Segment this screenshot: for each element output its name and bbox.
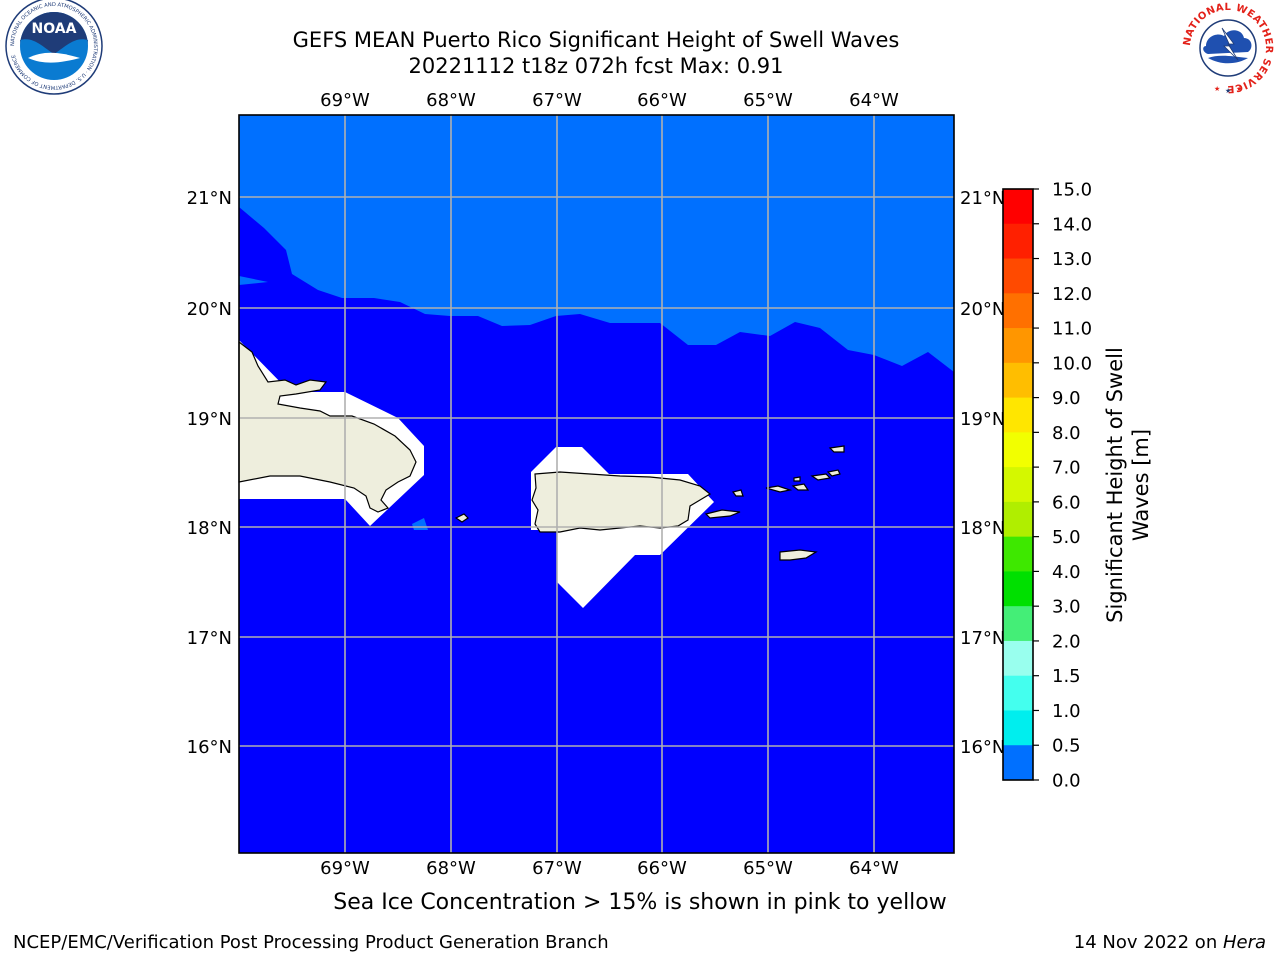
colorbar-tick-label: 9.0 — [1052, 388, 1081, 409]
lon-label-top: 67°W — [532, 90, 582, 111]
lat-label-left: 17°N — [187, 628, 232, 649]
lat-label-left: 20°N — [187, 299, 232, 320]
land-hispaniola — [238, 340, 417, 513]
chart-subtitle: 20221112 t18z 072h fcst Max: 0.91 — [408, 54, 784, 78]
colorbar-label-line1: Significant Height of Swell — [1103, 347, 1127, 623]
land-st-thomas — [765, 485, 793, 493]
colorbar-tick-label: 1.5 — [1052, 666, 1081, 687]
land-virgin-gorda — [826, 469, 841, 477]
lon-label-bottom: 64°W — [849, 858, 899, 879]
swell-band-0p5-1p0-sliver — [239, 276, 268, 285]
land-vieques — [704, 509, 741, 519]
lon-label-top: 66°W — [637, 90, 687, 111]
colorbar-band — [1003, 328, 1033, 364]
colorbar-band — [1003, 536, 1033, 572]
colorbar-band — [1003, 571, 1033, 607]
colorbar-band — [1003, 745, 1033, 781]
land-anegada — [828, 445, 845, 453]
lat-label-right: 19°N — [960, 409, 1005, 430]
sea-ice-note: Sea Ice Concentration > 15% is shown in … — [333, 890, 947, 915]
colorbar-band — [1003, 258, 1033, 294]
lat-label-left: 18°N — [187, 518, 232, 539]
land-puerto-rico — [531, 471, 712, 533]
lon-label-top: 65°W — [743, 90, 793, 111]
svg-text:★: ★ — [1236, 85, 1242, 93]
lon-label-bottom: 68°W — [426, 858, 476, 879]
colorbar-tick-label: 3.0 — [1052, 597, 1081, 618]
colorbar-band — [1003, 397, 1033, 433]
colorbar-tick-label: 7.0 — [1052, 458, 1081, 479]
land-st-john — [791, 483, 810, 491]
lon-labels-bottom: 69°W 68°W 67°W 66°W 65°W 64°W — [320, 858, 899, 879]
lon-label-bottom: 67°W — [532, 858, 582, 879]
footer-machine: Hera — [1222, 932, 1266, 953]
lat-label-left: 16°N — [187, 737, 232, 758]
land-culebra — [731, 489, 744, 497]
colorbar-band — [1003, 223, 1033, 260]
colorbar-tick-label: 0.5 — [1052, 736, 1081, 757]
colorbar-band — [1003, 606, 1033, 642]
colorbar-tick-label: 12.0 — [1052, 284, 1092, 305]
lon-label-top: 69°W — [320, 90, 370, 111]
lon-label-bottom: 65°W — [743, 858, 793, 879]
lat-label-left: 21°N — [187, 188, 232, 209]
colorbar-band — [1003, 432, 1033, 468]
lat-label-left: 19°N — [187, 409, 232, 430]
land-mona-island — [454, 513, 469, 523]
land-small-cay — [793, 476, 801, 482]
lon-label-bottom: 66°W — [637, 858, 687, 879]
colorbar-tick-label: 15.0 — [1052, 180, 1092, 201]
lat-labels-right: 21°N 20°N 19°N 18°N 17°N 16°N — [960, 188, 1005, 758]
footer-producer: NCEP/EMC/Verification Post Processing Pr… — [13, 932, 609, 953]
lat-label-right: 17°N — [960, 628, 1005, 649]
colorbar-band — [1003, 293, 1033, 329]
colorbar-tick-label: 11.0 — [1052, 319, 1092, 340]
colorbar-tick-label: 1.0 — [1052, 701, 1081, 722]
colorbar-tick-label: 14.0 — [1052, 214, 1092, 235]
lat-label-right: 16°N — [960, 737, 1005, 758]
lat-label-right: 20°N — [960, 299, 1005, 320]
colorbar-tick-label: 10.0 — [1052, 353, 1092, 374]
map-frame — [238, 114, 955, 854]
lon-label-top: 68°W — [426, 90, 476, 111]
footer-date: 14 Nov 2022 on Hera — [1074, 932, 1266, 953]
colorbar: 15.0 14.0 13.0 12.0 11.0 10.0 9.0 8.0 7.0 6.0 5.0 4… — [1002, 180, 1092, 792]
lat-labels-left: 21°N 20°N 19°N 18°N 17°N 16°N — [187, 188, 232, 758]
footer-date-text: 14 Nov 2022 on — [1073, 932, 1223, 953]
noaa-logo: NATIONAL OCEANIC AND ATMOSPHERIC ADMINIS… — [5, 0, 103, 95]
lat-label-right: 18°N — [960, 518, 1005, 539]
colorbar-band — [1003, 640, 1033, 677]
colorbar-frame — [1002, 188, 1034, 781]
chart-title: GEFS MEAN Puerto Rico Significant Height… — [292, 28, 900, 52]
land — [238, 340, 845, 561]
gridlines — [239, 115, 954, 853]
svg-text:★: ★ — [1225, 87, 1231, 95]
lat-label-right: 21°N — [960, 188, 1005, 209]
svg-text:★: ★ — [1214, 85, 1220, 93]
colorbar-tick-label: 13.0 — [1052, 249, 1092, 270]
colorbar-band — [1003, 675, 1033, 711]
colorbar-band — [1003, 362, 1033, 399]
lon-labels-top: 69°W 68°W 67°W 66°W 65°W 64°W — [320, 90, 899, 111]
land-st-croix — [779, 549, 818, 561]
colorbar-tick-label: 0.0 — [1052, 771, 1081, 792]
colorbar-tick-label: 8.0 — [1052, 423, 1081, 444]
noaa-wordmark: NOAA — [32, 21, 77, 37]
colorbar-band — [1003, 189, 1033, 225]
lon-label-top: 64°W — [849, 90, 899, 111]
colorbar-band — [1003, 501, 1033, 538]
colorbar-band — [1003, 710, 1033, 746]
colorbar-band — [1003, 467, 1033, 503]
nws-logo: NATIONAL WEATHER SERVICE ★ ★ ★ — [1181, 1, 1275, 95]
colorbar-tick-label: 5.0 — [1052, 527, 1081, 548]
colorbar-label-line2: Waves [m] — [1129, 429, 1153, 541]
colorbar-tick-label: 6.0 — [1052, 492, 1081, 513]
colorbar-tick-label: 4.0 — [1052, 562, 1081, 583]
land-tortola — [810, 473, 832, 481]
lon-label-bottom: 69°W — [320, 858, 370, 879]
colorbar-tick-label: 2.0 — [1052, 631, 1081, 652]
